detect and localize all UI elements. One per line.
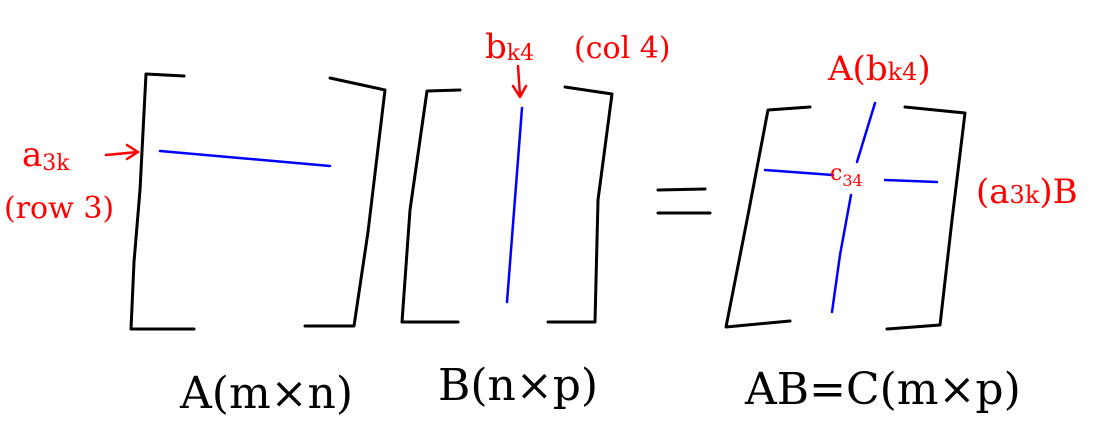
- arrow-to-column: [511, 64, 528, 99]
- matrix-a: [129, 72, 387, 331]
- matrix-c-caption: AB=C(m×p): [744, 364, 1021, 415]
- col-note: (col 4): [574, 31, 671, 66]
- result-row-highlight-right: [883, 178, 939, 184]
- result-col-highlight: [830, 101, 877, 314]
- row-label: a3k: [22, 135, 70, 176]
- arrow-to-row: [104, 143, 140, 161]
- equals-sign: [656, 187, 712, 215]
- result-top-label: A(bk4): [827, 49, 931, 89]
- matrix-b: [400, 85, 614, 324]
- matrix-b-right-bracket: [546, 85, 614, 324]
- matrix-a-caption: A(m×n): [179, 368, 353, 419]
- matrix-c: [724, 105, 967, 331]
- col-label: bk4: [485, 27, 534, 67]
- row-note: (row 3): [4, 191, 114, 226]
- matrix-c-right-bracket: [885, 105, 967, 331]
- matrix-a-right-bracket: [303, 76, 387, 328]
- entry-c34-label: c34: [830, 161, 863, 190]
- row-3-highlight: [158, 149, 332, 168]
- col-4-highlight: [505, 106, 524, 304]
- matrix-a-left-bracket: [129, 72, 196, 331]
- matrix-b-caption: B(n×p): [438, 360, 598, 411]
- matrix-b-left-bracket: [400, 88, 462, 324]
- result-row-highlight-left: [763, 168, 835, 177]
- matrix-c-left-bracket: [724, 105, 812, 329]
- result-side-label: (a3k)B: [976, 172, 1078, 212]
